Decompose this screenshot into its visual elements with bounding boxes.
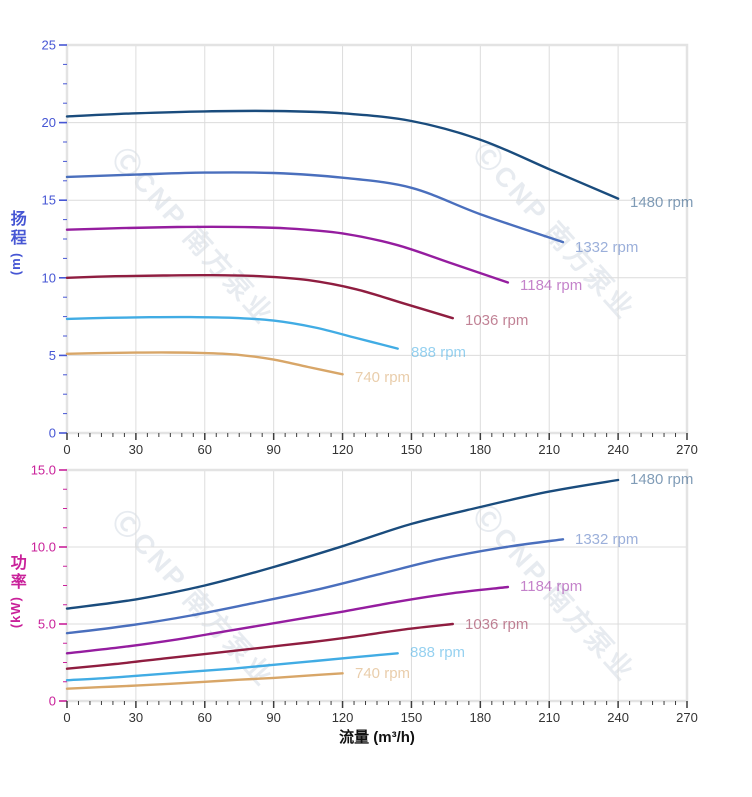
power-y-tick-label: 15.0 xyxy=(31,463,56,478)
head-curve-1184-rpm xyxy=(65,225,510,284)
head-x-tick-label: 90 xyxy=(266,442,280,457)
power-y-tick-label: 10.0 xyxy=(31,540,56,555)
power-label-1480-rpm: 1480 rpm xyxy=(630,471,693,488)
head-y-tick-label: 10 xyxy=(42,270,56,285)
power-curve-740-rpm xyxy=(65,672,344,690)
head-x-tick-label: 240 xyxy=(607,442,629,457)
head-x-tick-label: 150 xyxy=(401,442,423,457)
head-y-tick-label: 5 xyxy=(49,348,56,363)
head-label-740-rpm: 740 rpm xyxy=(355,369,410,386)
power-label-1332-rpm: 1332 rpm xyxy=(575,531,638,548)
power-x-tick-label: 120 xyxy=(332,710,354,725)
head-x-tick-label: 210 xyxy=(538,442,560,457)
power-curve-888-rpm xyxy=(65,652,399,682)
head-curve-888-rpm xyxy=(65,315,399,350)
chart-power: 0 5.0 10.0 15.0 0 30 60 90 120 150 180 210 240 270 148… xyxy=(31,463,698,726)
head-label-888-rpm: 888 rpm xyxy=(411,344,466,361)
head-curve-1036-rpm xyxy=(65,273,454,320)
power-curve-1036-rpm xyxy=(65,622,454,670)
power-x-axis: 0 30 60 90 120 150 180 210 240 270 xyxy=(63,701,698,725)
head-curve-740-rpm xyxy=(65,351,344,376)
power-curve-1480-rpm xyxy=(65,478,620,610)
power-label-1184-rpm: 1184 rpm xyxy=(520,578,582,595)
power-x-tick-label: 180 xyxy=(469,710,491,725)
head-axis-title: 扬程 (m) xyxy=(7,210,25,276)
power-axis-title: 功率 (kW) xyxy=(7,554,25,629)
head-label-1332-rpm: 1332 rpm xyxy=(575,239,638,256)
power-axis-unit: (kW) xyxy=(7,596,23,629)
power-axis-title-text: 功率 xyxy=(7,554,25,592)
head-curve-1332-rpm xyxy=(65,171,565,244)
head-label-1480-rpm: 1480 rpm xyxy=(630,194,693,211)
head-curve-1480-rpm xyxy=(65,109,620,200)
head-x-tick-label: 120 xyxy=(332,442,354,457)
power-x-tick-label: 150 xyxy=(401,710,423,725)
power-y-axis: 0 5.0 10.0 15.0 xyxy=(31,463,67,709)
x-axis-title: 流量 (m³/h) xyxy=(339,729,415,746)
head-x-tick-label: 270 xyxy=(676,442,698,457)
head-x-tick-label: 30 xyxy=(129,442,143,457)
power-curve-1332-rpm xyxy=(65,538,565,635)
head-label-1184-rpm: 1184 rpm xyxy=(520,277,582,294)
power-x-tick-label: 90 xyxy=(266,710,280,725)
head-axis-title-text: 扬程 xyxy=(7,210,25,248)
chart-head: 0 5 10 15 20 25 0 30 60 90 120 150 180 210 240 270 1480 … xyxy=(42,38,698,458)
power-x-tick-label: 240 xyxy=(607,710,629,725)
power-x-tick-label: 0 xyxy=(63,710,70,725)
power-x-tick-label: 60 xyxy=(198,710,212,725)
power-curve-1184-rpm xyxy=(65,585,510,655)
power-label-888-rpm: 888 rpm xyxy=(410,644,465,661)
head-label-1036-rpm: 1036 rpm xyxy=(465,312,528,329)
head-x-tick-label: 60 xyxy=(198,442,212,457)
power-x-tick-label: 30 xyxy=(129,710,143,725)
head-x-tick-label: 0 xyxy=(63,442,70,457)
head-y-tick-label: 0 xyxy=(49,426,56,441)
power-label-740-rpm: 740 rpm xyxy=(355,665,410,682)
power-x-tick-label: 270 xyxy=(676,710,698,725)
head-y-tick-label: 25 xyxy=(42,38,56,53)
head-x-axis: 0 30 60 90 120 150 180 210 240 270 xyxy=(63,433,698,457)
power-x-tick-label: 210 xyxy=(538,710,560,725)
head-y-axis: 0 5 10 15 20 25 xyxy=(42,38,67,441)
power-y-tick-label: 5.0 xyxy=(38,617,56,632)
head-x-tick-label: 180 xyxy=(469,442,491,457)
head-y-tick-label: 20 xyxy=(42,115,56,130)
head-axis-unit: (m) xyxy=(7,252,23,276)
head-y-tick-label: 15 xyxy=(42,193,56,208)
power-y-tick-label: 0 xyxy=(49,694,56,709)
power-label-1036-rpm: 1036 rpm xyxy=(465,616,528,633)
